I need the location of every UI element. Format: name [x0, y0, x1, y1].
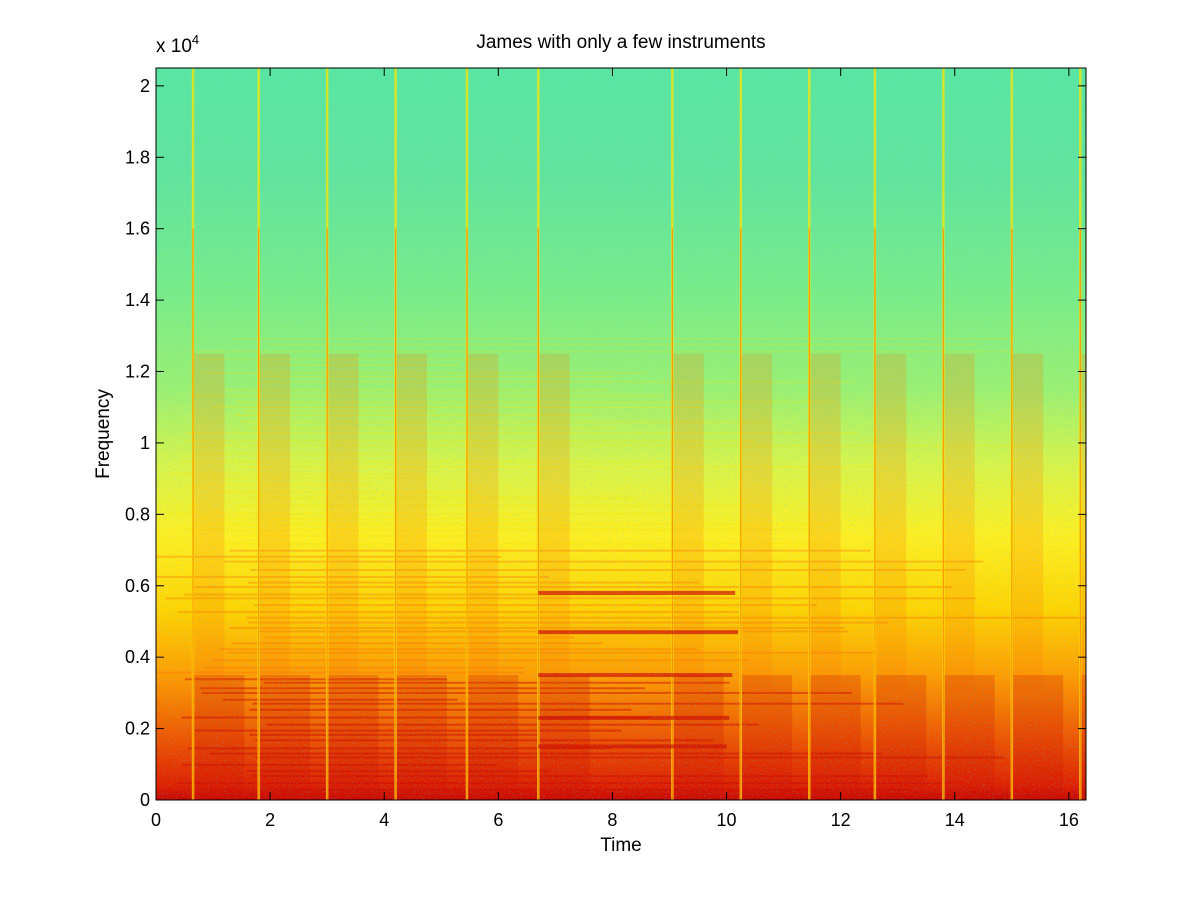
x-tick-label: 2: [265, 810, 275, 830]
x-tick-label: 0: [151, 810, 161, 830]
y-tick-label: 1.6: [125, 219, 150, 239]
plot-frame: [155, 67, 1087, 801]
x-axis-ticks: 0 2 4 6 8 10 12 14 16: [151, 68, 1079, 830]
y-tick-label: 0.4: [125, 647, 150, 667]
note-onset: [1079, 68, 1086, 800]
y-axis-multiplier: x 104: [156, 32, 199, 58]
y-axis-ticks: 0 0.2 0.4 0.6 0.8 1 1.2 1.4 1.6 1.8 2: [125, 76, 1086, 810]
x-tick-label: 6: [493, 810, 503, 830]
x-tick-label: 4: [379, 810, 389, 830]
x-tick-label: 12: [831, 810, 851, 830]
y-tick-label: 0.6: [125, 576, 150, 596]
x-tick-label: 8: [607, 810, 617, 830]
x-tick-label: 16: [1059, 810, 1079, 830]
y-tick-label: 2: [140, 76, 150, 96]
y-multiplier-exponent: 4: [191, 32, 200, 47]
onset-low-region: [1080, 675, 1086, 800]
y-multiplier-base: x 10: [156, 36, 192, 57]
noise-texture: [156, 68, 1086, 800]
x-tick-label: 14: [945, 810, 965, 830]
y-tick-label: 1.2: [125, 362, 150, 382]
y-tick-label: 0: [140, 790, 150, 810]
x-tick-label: 10: [717, 810, 737, 830]
y-tick-label: 1.4: [125, 290, 150, 310]
y-tick-label: 0.2: [125, 719, 150, 739]
chart-title: James with only a few instruments: [476, 32, 766, 53]
y-tick-label: 0.8: [125, 504, 150, 524]
y-tick-label: 1: [140, 433, 150, 453]
y-tick-label: 1.8: [125, 147, 150, 167]
x-axis-label: Time: [600, 835, 642, 856]
